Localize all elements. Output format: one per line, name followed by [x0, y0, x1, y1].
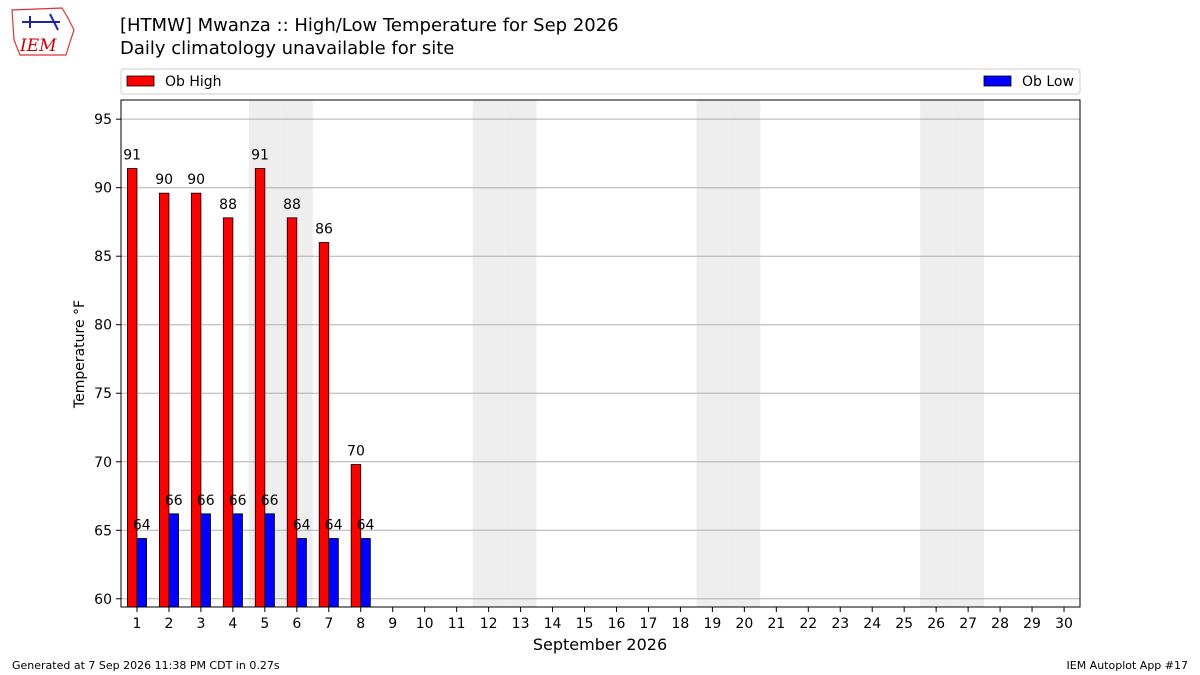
bar: [350, 464, 362, 608]
y-tick-label: 80: [94, 318, 112, 334]
logo-outline: [11, 7, 75, 56]
y-tick-label: 65: [94, 523, 112, 539]
data-label: 86: [315, 222, 333, 238]
data-label: 66: [261, 493, 279, 509]
x-tick-label: 9: [388, 616, 397, 632]
data-label: 66: [165, 493, 183, 509]
legend-box: [120, 68, 1081, 95]
legend-swatch: [126, 75, 155, 87]
data-label: 66: [197, 493, 215, 509]
bar: [200, 513, 211, 608]
x-tick-label: 21: [767, 616, 785, 632]
bar: [296, 538, 307, 608]
x-tick-label: 23: [831, 616, 849, 632]
y-tick-label: 95: [94, 112, 112, 128]
bar: [232, 513, 243, 608]
x-tick-label: 14: [544, 616, 562, 632]
x-tick-label: 28: [991, 616, 1009, 632]
plot-frame: [120, 99, 1081, 608]
data-label: 90: [187, 172, 205, 188]
weekend-shade: [920, 100, 953, 607]
data-label: 64: [325, 517, 343, 533]
weekend-shade: [728, 100, 761, 607]
bar: [254, 168, 266, 608]
data-label: 88: [219, 197, 237, 213]
data-label: 88: [283, 197, 301, 213]
data-label: 91: [123, 148, 141, 164]
x-tick-label: 27: [959, 616, 977, 632]
y-tick-label: 75: [94, 386, 112, 402]
x-tick-label: 7: [324, 616, 333, 632]
x-tick-label: 18: [672, 616, 690, 632]
weekend-shade: [472, 100, 505, 607]
x-tick-label: 22: [799, 616, 817, 632]
x-tick-label: 25: [895, 616, 913, 632]
bar: [318, 242, 330, 608]
x-tick-label: 17: [640, 616, 658, 632]
x-tick-label: 2: [164, 616, 173, 632]
bar: [168, 513, 179, 608]
bar: [136, 538, 147, 608]
y-tick-label: 85: [94, 249, 112, 265]
logo: IEM: [11, 7, 75, 56]
logo-icon: [22, 13, 60, 31]
weekend-shade: [504, 100, 537, 607]
x-tick-label: 8: [356, 616, 365, 632]
x-tick-label: 30: [1055, 616, 1073, 632]
x-axis-label: September 2026: [533, 635, 667, 654]
logo-text: IEM: [19, 36, 57, 56]
legend-swatch: [983, 75, 1012, 87]
data-label: 91: [251, 148, 269, 164]
data-label: 90: [155, 172, 173, 188]
bar: [360, 538, 371, 608]
x-tick-label: 16: [608, 616, 626, 632]
legend-label: Ob High: [165, 74, 222, 90]
chart-title: [HTMW] Mwanza :: High/Low Temperature fo…: [120, 15, 619, 36]
data-label: 64: [357, 517, 375, 533]
data-label: 70: [347, 443, 365, 459]
bar: [126, 168, 138, 608]
data-label: 64: [133, 517, 151, 533]
data-label: 64: [293, 517, 311, 533]
legend-label: Ob Low: [1022, 74, 1074, 90]
data-label: 66: [229, 493, 247, 509]
y-axis-label: Temperature °F: [72, 300, 88, 409]
x-tick-label: 26: [927, 616, 945, 632]
bar: [286, 217, 298, 608]
bar: [158, 192, 170, 608]
bar: [222, 217, 234, 608]
footer-left: Generated at 7 Sep 2026 11:38 PM CDT in …: [12, 659, 280, 672]
y-tick-label: 70: [94, 455, 112, 471]
x-tick-label: 10: [416, 616, 434, 632]
weekend-shade: [696, 100, 729, 607]
chart-subtitle: Daily climatology unavailable for site: [120, 38, 454, 59]
x-tick-label: 4: [228, 616, 237, 632]
x-tick-label: 5: [260, 616, 269, 632]
x-tick-label: 19: [703, 616, 721, 632]
bar: [328, 538, 339, 608]
x-tick-label: 13: [512, 616, 530, 632]
x-tick-label: 11: [448, 616, 466, 632]
x-tick-label: 6: [292, 616, 301, 632]
footer-right: IEM Autoplot App #17: [1067, 659, 1189, 672]
weekend-shade: [952, 100, 985, 607]
x-tick-label: 15: [576, 616, 594, 632]
x-tick-label: 29: [1023, 616, 1041, 632]
y-tick-label: 60: [94, 592, 112, 608]
x-tick-label: 20: [735, 616, 753, 632]
x-tick-label: 3: [196, 616, 205, 632]
x-tick-label: 12: [480, 616, 498, 632]
x-tick-label: 1: [133, 616, 142, 632]
x-tick-label: 24: [863, 616, 881, 632]
bar: [190, 192, 202, 608]
bar: [264, 513, 275, 608]
y-tick-label: 90: [94, 181, 112, 197]
